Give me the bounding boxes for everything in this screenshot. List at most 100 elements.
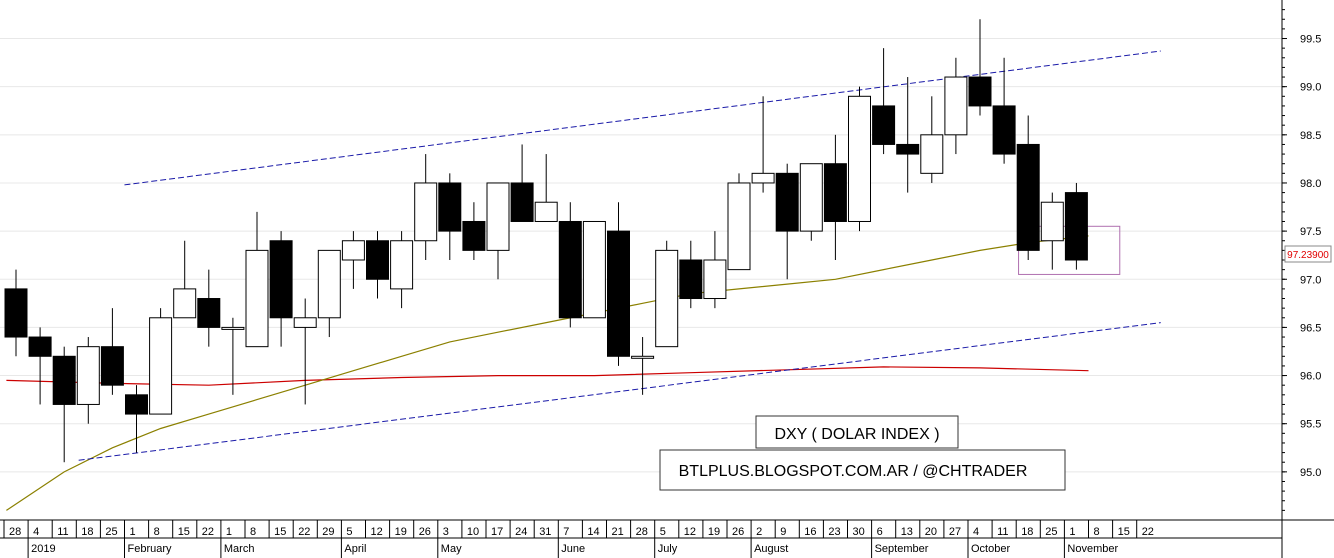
x-week-label: 29	[322, 526, 334, 538]
x-week-label: 17	[491, 526, 503, 538]
bearish-candle	[1064, 192, 1088, 261]
chart-title: DXY ( DOLAR INDEX )	[774, 426, 939, 443]
x-week-label: 4	[973, 526, 979, 538]
x-week-label: 11	[997, 526, 1008, 538]
x-month-label: October	[971, 543, 1010, 555]
x-month-label: July	[658, 543, 678, 555]
bullish-candle	[534, 201, 558, 222]
x-week-label: 18	[1021, 526, 1033, 538]
x-month-label: February	[128, 543, 173, 555]
x-week-label: 25	[105, 526, 117, 538]
last-price-marker: 97.23900	[1284, 245, 1332, 263]
x-week-label: 30	[853, 526, 865, 538]
bullish-candle	[173, 288, 197, 319]
fast-moving-average-line	[6, 235, 1089, 511]
x-week-label: 18	[81, 526, 93, 538]
x-week-label: 22	[1142, 526, 1154, 538]
x-week-label: 3	[443, 526, 449, 538]
bearish-candle	[775, 172, 799, 232]
y-tick-label: 95.5	[1300, 419, 1321, 431]
bearish-candle	[679, 259, 703, 300]
bearish-candle	[269, 240, 293, 319]
x-week-label: 19	[708, 526, 720, 538]
x-month-label: 2019	[31, 543, 55, 555]
bullish-candle	[245, 249, 269, 348]
bearish-candle	[896, 143, 920, 155]
x-week-label: 2	[756, 526, 762, 538]
x-week-label: 15	[1118, 526, 1130, 538]
candles	[4, 19, 1088, 463]
bullish-candle	[655, 249, 679, 348]
x-week-label: 8	[154, 526, 160, 538]
bullish-candle	[149, 317, 173, 415]
x-week-label: 1	[130, 526, 136, 538]
x-week-label: 21	[612, 526, 624, 538]
x-week-label: 22	[298, 526, 310, 538]
bearish-candle	[438, 182, 462, 232]
y-tick-label: 98.0	[1300, 178, 1321, 190]
x-week-label: 24	[515, 526, 527, 538]
bullish-candle	[848, 95, 871, 222]
x-week-label: 5	[660, 526, 666, 538]
y-tick-label: 96.0	[1300, 371, 1321, 383]
x-week-label: 1	[1069, 526, 1075, 538]
x-week-label: 12	[684, 526, 696, 538]
y-tick-label: 95.0	[1300, 467, 1321, 479]
y-tick-label: 97.5	[1300, 226, 1321, 238]
bearish-candle	[4, 288, 28, 338]
x-week-label: 22	[202, 526, 214, 538]
bullish-candle	[799, 163, 823, 232]
y-tick-label: 97.0	[1300, 274, 1321, 286]
x-week-label: 25	[1045, 526, 1057, 538]
x-week-label: 13	[901, 526, 913, 538]
x-month-label: November	[1067, 543, 1118, 555]
bullish-candle	[944, 76, 968, 136]
x-month-label: August	[754, 543, 788, 555]
upper-channel-line	[124, 50, 1161, 186]
bearish-candle	[100, 346, 124, 386]
bullish-candle	[631, 355, 655, 359]
bullish-candle	[414, 182, 438, 242]
x-month-label: September	[875, 543, 929, 555]
bearish-candle	[968, 76, 992, 107]
x-week-label: 12	[371, 526, 383, 538]
bullish-candle	[703, 259, 727, 300]
x-week-label: 23	[828, 526, 840, 538]
last-price-label: 97.23900	[1287, 250, 1329, 261]
bearish-candle	[462, 220, 486, 251]
bearish-candle	[992, 105, 1016, 155]
bullish-candle	[293, 317, 317, 328]
x-week-label: 28	[9, 526, 21, 538]
bullish-candle	[486, 182, 510, 251]
bullish-candle	[1040, 201, 1064, 242]
grid	[0, 38, 1282, 473]
x-week-label: 4	[33, 526, 39, 538]
x-week-label: 8	[1094, 526, 1100, 538]
bearish-candle	[197, 298, 221, 328]
bearish-candle	[607, 230, 630, 357]
bullish-candle	[76, 346, 100, 405]
x-week-label: 14	[587, 526, 599, 538]
x-week-label: 5	[346, 526, 352, 538]
lower-channel-line	[78, 322, 1161, 461]
x-week-label: 26	[732, 526, 744, 538]
x-week-label: 16	[804, 526, 816, 538]
x-week-label: 27	[949, 526, 961, 538]
bearish-candle	[1016, 143, 1040, 251]
bearish-candle	[823, 163, 847, 222]
x-week-label: 28	[636, 526, 648, 538]
x-week-label: 15	[178, 526, 190, 538]
x-week-label: 7	[563, 526, 569, 538]
slow-moving-average-line	[6, 366, 1089, 386]
bullish-candle	[751, 172, 775, 184]
x-month-label: April	[344, 543, 366, 555]
bearish-candle	[510, 182, 534, 222]
x-week-label: 20	[925, 526, 937, 538]
x-week-label: 26	[419, 526, 431, 538]
x-week-label: 19	[395, 526, 407, 538]
x-week-label: 1	[226, 526, 232, 538]
x-week-label: 9	[780, 526, 786, 538]
bullish-candle	[920, 134, 944, 174]
